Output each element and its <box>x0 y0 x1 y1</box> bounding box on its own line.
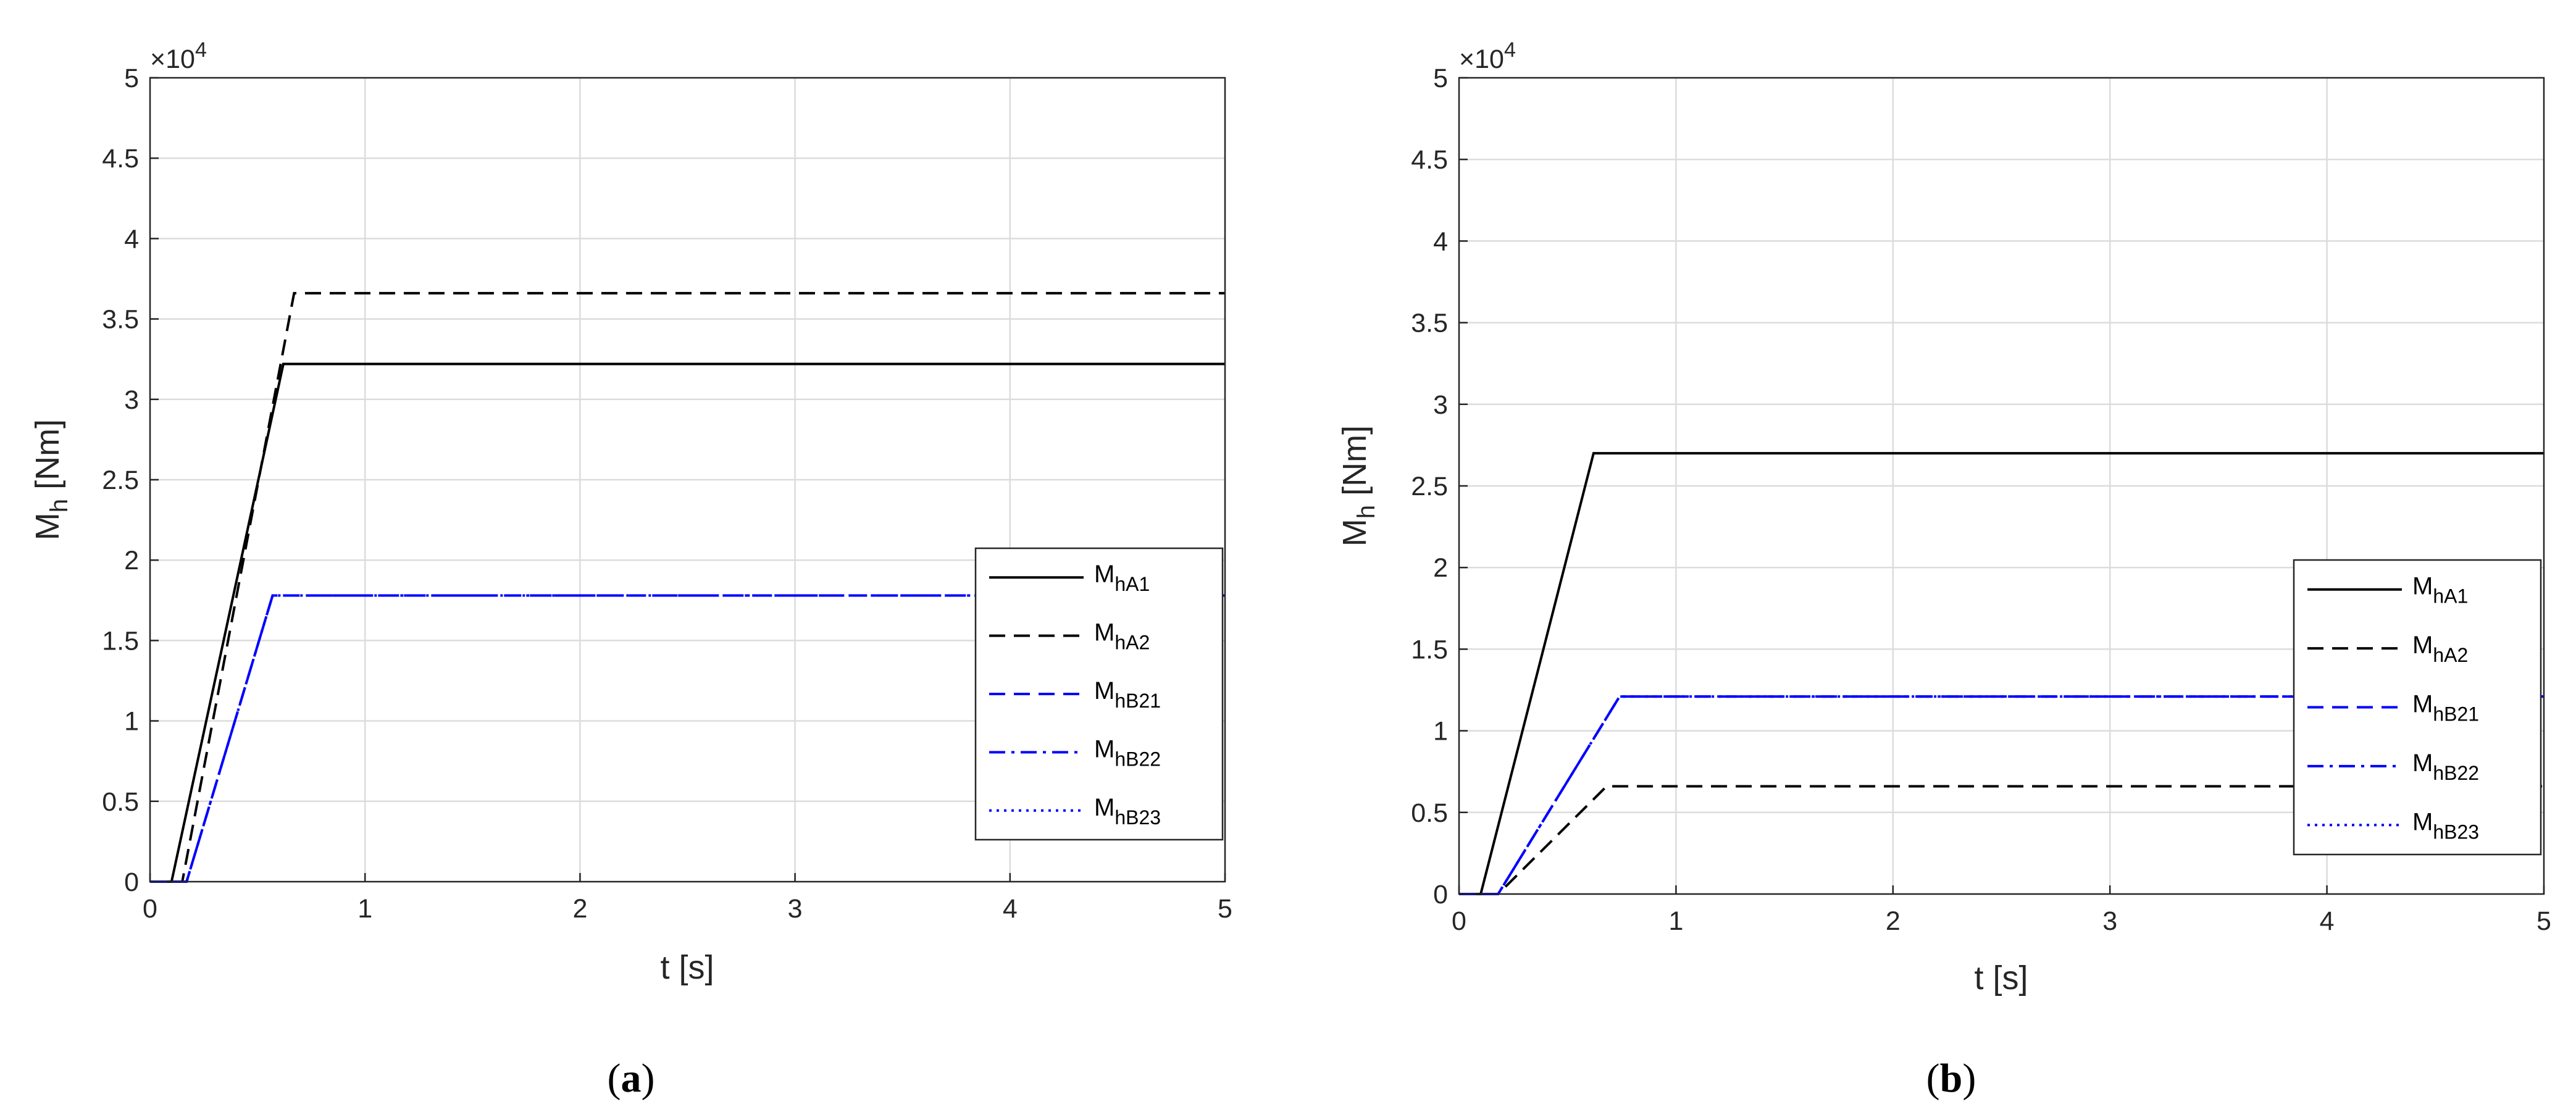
x-tick-label: 2 <box>1886 906 1901 936</box>
y-axis-label-a: Mh [Nm] <box>29 419 73 540</box>
series-line-hB23 <box>150 594 1225 883</box>
y-tick-label: 4 <box>1433 227 1448 256</box>
y-axis-label-b: Mh [Nm] <box>1336 425 1380 546</box>
y-tick-label: 0 <box>124 867 139 897</box>
y-tick-label: 2.5 <box>102 466 139 495</box>
legend-label-hB23: MhB23 <box>2412 808 2479 843</box>
x-tick-label: 3 <box>788 894 803 924</box>
x-tick-label: 1 <box>1668 906 1683 936</box>
y-tick-label: 1.5 <box>102 626 139 656</box>
y-axis-label-unit-a: [Nm] <box>29 419 66 499</box>
caption-a-letter: a <box>621 1056 642 1101</box>
chart-panel-b: 0 1 2 3 4 500.511.522.533.544.55 ×104 t [s] M… <box>1336 38 2551 997</box>
y-multiplier-exp-b: 4 <box>1504 38 1516 62</box>
legend-label-hB21: MhB21 <box>1094 677 1161 712</box>
tick-labels-b: 0 1 2 3 4 5 0 0.5 1 1.5 2 2.5 3 3.5 4 4.5 5 <box>1411 64 2551 936</box>
y-multiplier-exp-a: 4 <box>195 38 207 62</box>
y-tick-label: 2 <box>124 546 139 575</box>
series-line-hB22 <box>1459 695 2544 895</box>
x-tick-label: 0 <box>143 894 157 924</box>
y-tick-label: 3 <box>1433 390 1448 420</box>
y-axis-label-unit-b: [Nm] <box>1336 425 1373 505</box>
y-tick-label: 5 <box>1433 64 1448 93</box>
y-tick-label: 3.5 <box>1411 309 1448 338</box>
x-tick-label: 3 <box>2102 906 2117 936</box>
series-line-hB21 <box>1459 695 2544 895</box>
legend-label-hA2: MhA2 <box>2412 632 2468 666</box>
legend-label-hB22: MhB22 <box>2412 750 2479 784</box>
legend-label-hA1: MhA1 <box>1094 561 1150 595</box>
y-axis-label-main-b: M <box>1336 519 1373 546</box>
x-tick-label: 4 <box>1003 894 1018 924</box>
x-tick-label: 0 <box>1452 906 1466 936</box>
x-tick-label: 1 <box>358 894 372 924</box>
y-tick-label: 4 <box>124 224 139 254</box>
y-axis-label-main-a: M <box>29 512 66 540</box>
y-tick-label: 5 <box>124 64 139 93</box>
x-tick-label: 5 <box>1218 894 1232 924</box>
y-tick-label: 0.5 <box>102 787 139 817</box>
x-axis-label-a: t [s] <box>660 949 714 986</box>
y-tick-label: 0.5 <box>1411 798 1448 828</box>
y-multiplier-base-a: ×10 <box>150 44 195 74</box>
y-tick-label: 1.5 <box>1411 635 1448 664</box>
x-tick-label: 2 <box>572 894 587 924</box>
legend-label-hB22: MhB22 <box>1094 735 1161 770</box>
series-line-hA2 <box>150 291 1225 883</box>
y-multiplier-base-b: ×10 <box>1459 44 1504 74</box>
legend-label-hB21: MhB21 <box>2412 691 2479 725</box>
legend-label-hA2: MhA2 <box>1094 619 1150 654</box>
legend-b: MhA1 MhA2 MhB21 MhB22 MhB23 <box>2293 559 2542 856</box>
y-tick-label: 1 <box>124 707 139 737</box>
y-multiplier-b: ×104 <box>1459 38 1516 74</box>
chart-panel-a: 0 1 2 3 4 500.511.522.533.544.55 ×104 t [s] M… <box>29 38 1232 986</box>
caption-b-letter: b <box>1940 1056 1963 1101</box>
y-tick-label: 4.5 <box>102 144 139 173</box>
tick-labels-a: 0 1 2 3 4 5 0 0.5 1 1.5 2 2.5 3 3.5 4 4.5 5 <box>102 64 1232 924</box>
legend-label-hA1: MhA1 <box>2412 573 2468 608</box>
y-tick-label: 2 <box>1433 553 1448 583</box>
caption-a: (a) <box>608 1056 655 1101</box>
legend-a: MhA1 MhA2 MhB21 MhB22 MhB23 <box>974 547 1224 841</box>
y-tick-label: 1 <box>1433 717 1448 746</box>
y-tick-label: 3.5 <box>102 305 139 335</box>
x-axis-label-b: t [s] <box>1974 959 2028 997</box>
x-tick-label: 4 <box>2320 906 2335 936</box>
caption-b: (b) <box>1926 1056 1976 1101</box>
y-tick-label: 3 <box>124 385 139 415</box>
x-tick-label: 5 <box>2536 906 2551 936</box>
y-tick-label: 2.5 <box>1411 472 1448 501</box>
y-tick-label: 0 <box>1433 880 1448 909</box>
legend-label-hB23: MhB23 <box>1094 794 1161 829</box>
series-line-hB22 <box>150 594 1225 883</box>
y-multiplier-a: ×104 <box>150 38 207 74</box>
y-axis-label-sub-b: h <box>1353 505 1380 519</box>
y-axis-label-sub-a: h <box>46 499 73 512</box>
grid-a <box>150 78 1225 882</box>
y-tick-label: 4.5 <box>1411 145 1448 175</box>
